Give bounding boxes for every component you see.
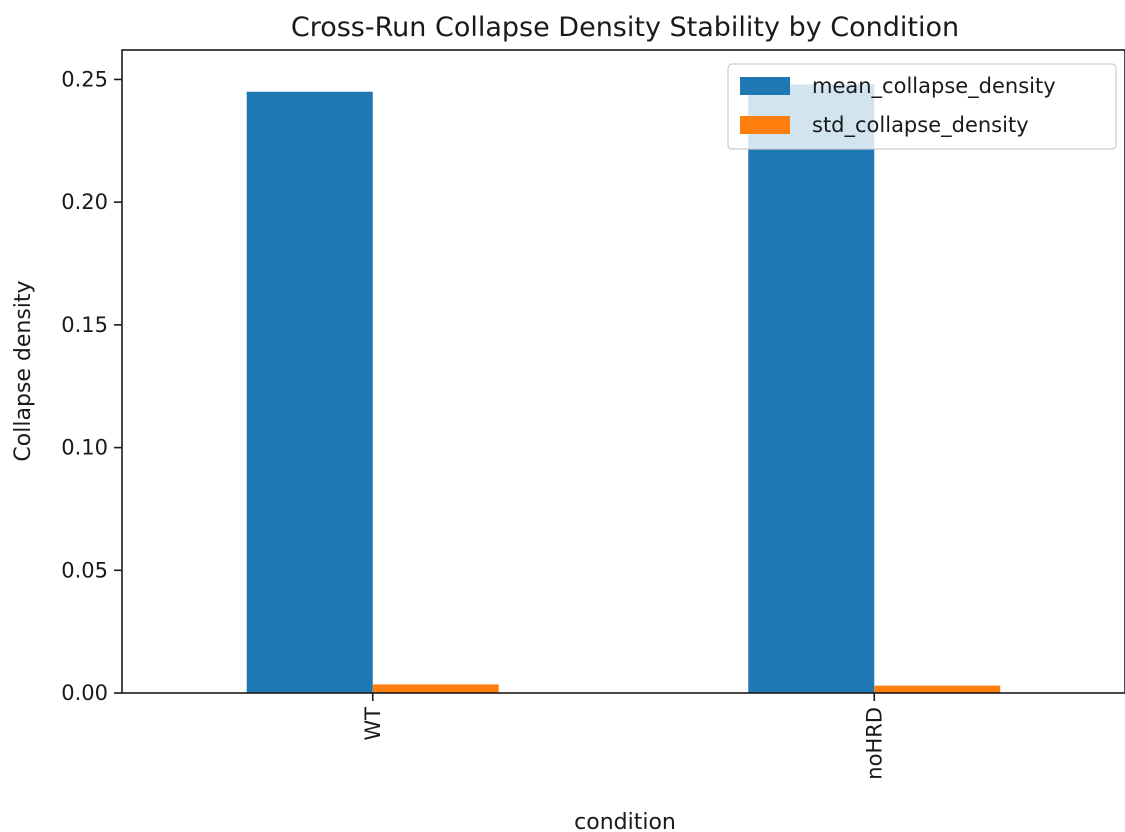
legend: mean_collapse_density std_collapse_densi… <box>727 63 1117 150</box>
y-tick-label: 0.25 <box>61 67 108 91</box>
y-tick-label: 0.05 <box>61 558 108 582</box>
bar-mean-WT <box>246 91 373 693</box>
y-axis: 0.00 0.05 0.10 0.15 0.20 0.25 <box>61 67 122 705</box>
x-axis-label: condition <box>574 810 676 832</box>
legend-label-mean: mean_collapse_density <box>812 74 1056 99</box>
bar-mean-noHRD <box>748 84 875 694</box>
y-tick-label: 0.10 <box>61 436 108 460</box>
x-tick-label: noHRD <box>862 707 886 780</box>
legend-swatch-mean <box>740 77 790 95</box>
legend-swatch-std <box>740 116 790 134</box>
legend-box <box>727 63 1117 150</box>
x-axis: WT noHRD <box>361 693 886 780</box>
bars-layer <box>246 84 1001 694</box>
plot-frame <box>121 49 1125 694</box>
bar-std-noHRD <box>874 685 1001 693</box>
y-tick-label: 0.15 <box>61 313 108 337</box>
y-tick-label: 0.20 <box>61 190 108 214</box>
chart-title: Cross-Run Collapse Density Stability by … <box>291 12 959 43</box>
y-tick-label: 0.00 <box>61 681 108 705</box>
legend-label-std: std_collapse_density <box>812 113 1029 138</box>
x-tick-label: WT <box>361 707 385 741</box>
y-axis-label: Collapse density <box>11 280 36 461</box>
bar-std-WT <box>372 684 499 693</box>
